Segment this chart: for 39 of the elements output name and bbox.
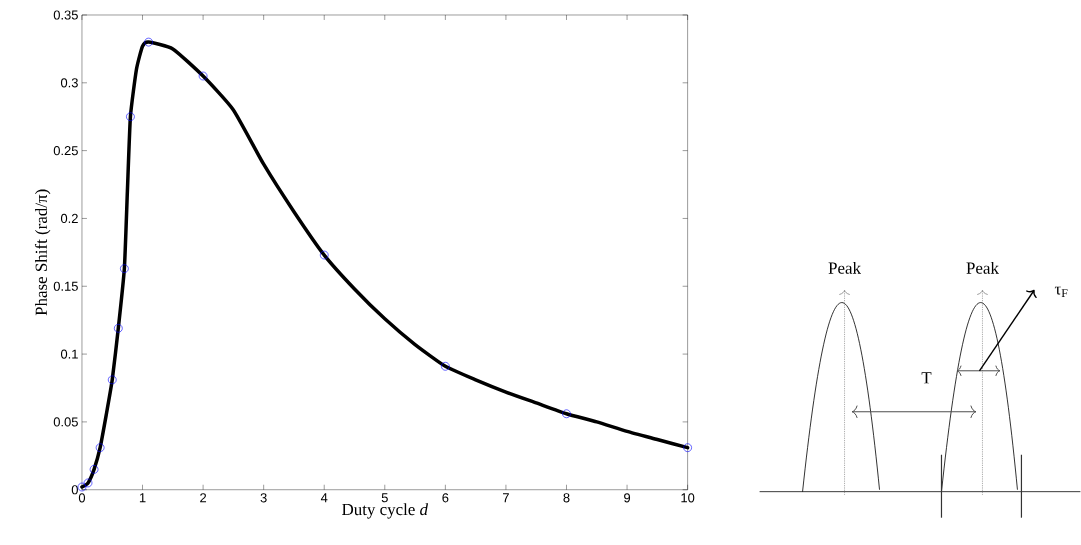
y-tick-label: 0.1	[60, 349, 78, 359]
y-tick-label: 0.3	[60, 78, 78, 88]
point	[107, 375, 117, 385]
text: Peak	[966, 262, 999, 274]
point	[77, 482, 87, 492]
y-tick-label: 0.15	[53, 281, 78, 291]
point	[562, 409, 571, 419]
text: τ$_{F}$	[1054, 286, 1068, 298]
point	[441, 362, 450, 371]
y-tick-label: 0	[71, 485, 78, 495]
x-tick-label: 1	[139, 493, 146, 503]
y-tick-label: 0.2	[60, 214, 78, 224]
point	[89, 465, 99, 474]
x-tick-label: 10	[681, 493, 695, 503]
text: T	[921, 372, 932, 384]
x-tick-label: 8	[563, 493, 570, 503]
y-axis-title: Phase Shift (rad/π)	[34, 189, 51, 316]
point	[83, 478, 93, 488]
point	[126, 112, 135, 122]
x-tick-label: 6	[442, 493, 449, 503]
point	[120, 264, 129, 274]
y-tick-label: 0.05	[53, 417, 78, 427]
point	[683, 443, 692, 453]
x-tick-label: 5	[381, 493, 388, 503]
x-tick-label: 4	[320, 493, 328, 503]
x-tick-label: 9	[624, 493, 631, 503]
text: Peak	[828, 262, 861, 274]
x-axis-title: Duty cycle d	[342, 503, 429, 519]
y-tick-label: 0.25	[53, 146, 78, 156]
point	[198, 71, 208, 81]
y-tick-label: 0.35	[53, 10, 78, 20]
point	[95, 443, 105, 453]
point	[114, 324, 123, 333]
x-tick-label: 2	[200, 493, 207, 503]
x-tick-label: 7	[503, 493, 509, 503]
x-tick-label: 0	[78, 493, 86, 503]
point	[319, 250, 329, 260]
point	[144, 37, 153, 47]
x-tick-label: 3	[260, 493, 267, 503]
